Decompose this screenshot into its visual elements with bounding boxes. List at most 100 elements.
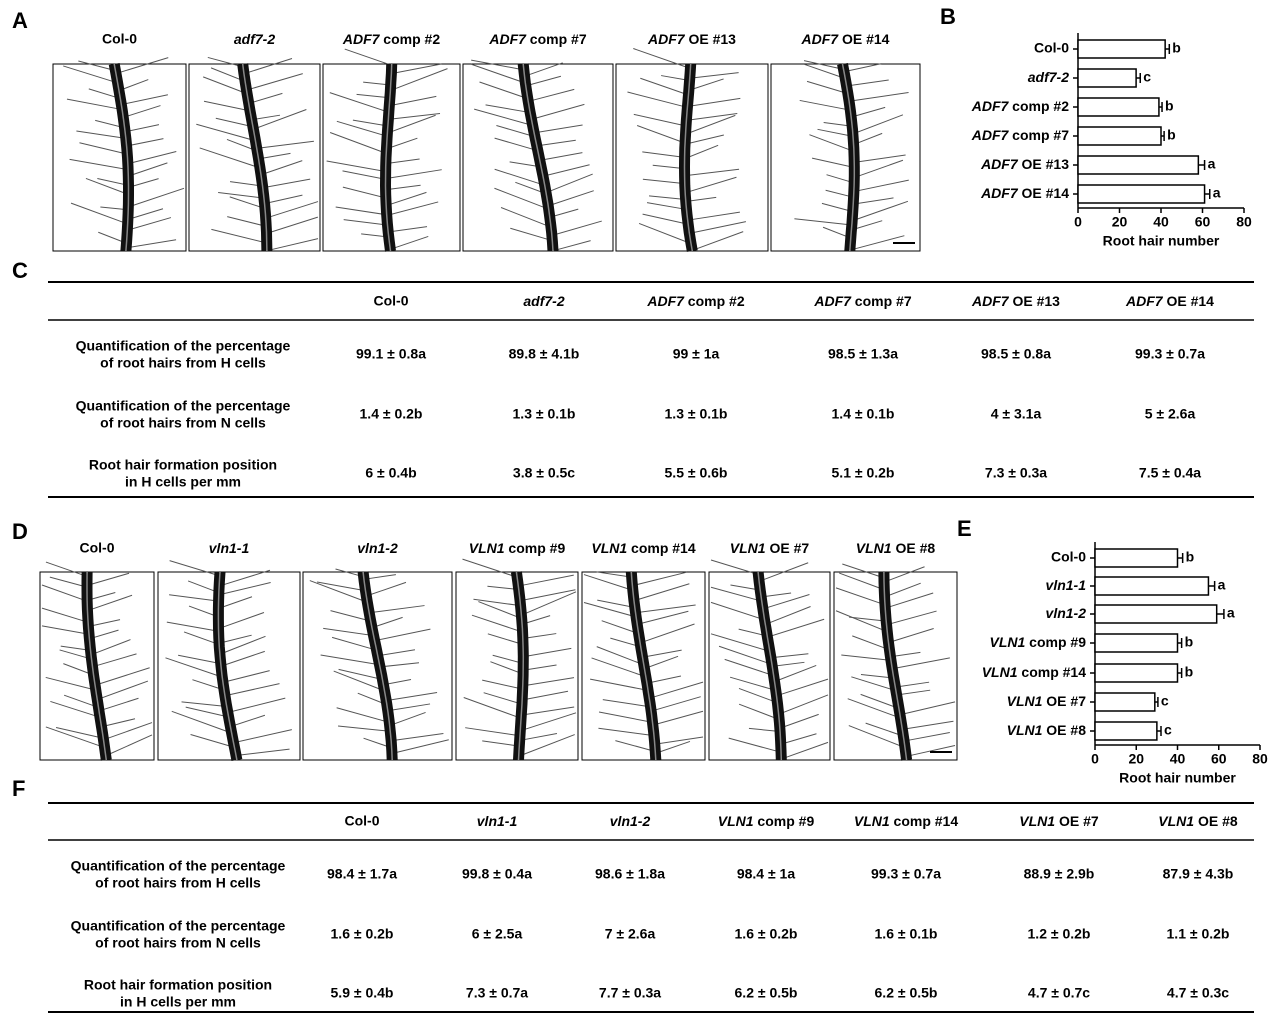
significance-letter: a [1218, 577, 1226, 593]
y-tick-label: Col-0 [1034, 40, 1069, 56]
root-image [303, 569, 452, 760]
row-label: of root hairs from N cells [95, 935, 261, 951]
table-cell: 4 ± 3.1a [991, 406, 1042, 422]
panel-label: B [940, 4, 956, 29]
x-tick-label: 80 [1252, 751, 1268, 767]
root-image [323, 49, 460, 251]
table-cell: 98.6 ± 1.8a [595, 866, 665, 882]
bar [1095, 577, 1208, 595]
error-bar [1198, 160, 1204, 170]
table-cell: 7.3 ± 0.7a [466, 985, 528, 1001]
x-axis-title: Root hair number [1103, 233, 1220, 249]
table-cell: 6.2 ± 0.5b [875, 985, 938, 1001]
error-bar [1205, 189, 1210, 199]
row-label: Quantification of the percentage [71, 858, 286, 874]
table-cell: 5.5 ± 0.6b [665, 465, 728, 481]
table-cell: 6 ± 2.5a [472, 926, 523, 942]
significance-letter: c [1161, 693, 1169, 709]
error-bar [1178, 553, 1183, 563]
panel-label: C [12, 258, 28, 283]
image-caption: adf7-2 [234, 31, 275, 47]
table-cell: 1.4 ± 0.2b [360, 406, 423, 422]
y-tick-label: vln1-2 [1046, 605, 1087, 621]
root-image [40, 562, 154, 760]
table-cell: 89.8 ± 4.1b [509, 346, 580, 362]
table-cell: 99.3 ± 0.7a [871, 866, 941, 882]
panel-label: E [957, 516, 972, 541]
column-header: ADF7 comp #7 [813, 293, 911, 309]
row-label: of root hairs from N cells [100, 415, 266, 431]
table-cell: 1.6 ± 0.2b [331, 926, 394, 942]
y-tick-label: ADF7 comp #2 [971, 98, 1069, 114]
significance-letter: b [1172, 40, 1181, 56]
root-hair [345, 49, 392, 65]
bar [1078, 40, 1165, 58]
row-label: Quantification of the percentage [71, 918, 286, 934]
table-cell: 4.7 ± 0.7c [1028, 985, 1090, 1001]
panel-label: D [12, 519, 28, 544]
error-bar [1217, 609, 1224, 619]
x-axis-title: Root hair number [1119, 770, 1236, 786]
table-cell: 3.8 ± 0.5c [513, 465, 575, 481]
y-tick-label: ADF7 comp #7 [971, 127, 1069, 143]
y-tick-label: adf7-2 [1028, 69, 1069, 85]
image-caption: ADF7 OE #14 [801, 31, 890, 47]
x-tick-label: 80 [1236, 214, 1252, 230]
table-cell: 88.9 ± 2.9b [1024, 866, 1095, 882]
table-cell: 7.5 ± 0.4a [1139, 465, 1201, 481]
significance-letter: c [1164, 722, 1172, 738]
table-cell: 5 ± 2.6a [1145, 406, 1196, 422]
table-cell: 98.4 ± 1a [737, 866, 795, 882]
y-tick-label: VLN1 OE #7 [1007, 693, 1087, 709]
row-label: of root hairs from H cells [95, 875, 261, 891]
x-tick-label: 60 [1195, 214, 1211, 230]
table-cell: 87.9 ± 4.3b [1163, 866, 1234, 882]
y-tick-label: VLN1 comp #9 [990, 634, 1087, 650]
bar [1095, 693, 1155, 711]
x-tick-label: 20 [1112, 214, 1128, 230]
root-image [158, 561, 300, 760]
figure: ABCDEFCol-0adf7-2ADF7 comp #2ADF7 comp #… [0, 0, 1284, 1018]
image-caption: ADF7 OE #13 [647, 31, 736, 47]
bar [1078, 69, 1136, 87]
image-caption: vln1-2 [357, 540, 398, 556]
column-header: adf7-2 [523, 293, 564, 309]
significance-letter: b [1185, 634, 1194, 650]
table-cell: 1.3 ± 0.1b [665, 406, 728, 422]
significance-letter: b [1186, 549, 1195, 565]
image-caption: VLN1 comp #14 [591, 540, 695, 556]
y-tick-label: ADF7 OE #13 [980, 156, 1069, 172]
significance-letter: c [1143, 69, 1151, 85]
image-caption: vln1-1 [209, 540, 250, 556]
bar [1095, 664, 1178, 682]
column-header: vln1-2 [610, 813, 651, 829]
column-header: vln1-1 [477, 813, 518, 829]
root-image [771, 61, 920, 251]
column-header: VLN1 comp #14 [854, 813, 958, 829]
x-tick-label: 0 [1091, 751, 1099, 767]
table-cell: 99 ± 1a [673, 346, 720, 362]
root-image [463, 60, 613, 251]
table-cell: 98.5 ± 0.8a [981, 346, 1051, 362]
x-tick-label: 60 [1211, 751, 1227, 767]
table-cell: 7 ± 2.6a [605, 926, 656, 942]
root-image [582, 572, 705, 760]
table-cell: 99.8 ± 0.4a [462, 866, 532, 882]
image-caption: Col-0 [80, 540, 115, 556]
row-label: Quantification of the percentage [76, 338, 291, 354]
row-label: of root hairs from H cells [100, 355, 266, 371]
table-cell: 1.6 ± 0.2b [735, 926, 798, 942]
bar [1078, 127, 1161, 145]
root-image [189, 57, 320, 251]
x-tick-label: 40 [1170, 751, 1186, 767]
row-label: Root hair formation position [89, 457, 277, 473]
column-header: VLN1 OE #8 [1158, 813, 1238, 829]
column-header: ADF7 OE #14 [1125, 293, 1214, 309]
table-cell: 5.1 ± 0.2b [832, 465, 895, 481]
error-bar [1208, 581, 1214, 591]
x-tick-label: 0 [1074, 214, 1082, 230]
table-cell: 6.2 ± 0.5b [735, 985, 798, 1001]
column-header: ADF7 comp #2 [646, 293, 744, 309]
y-tick-label: Col-0 [1051, 549, 1086, 565]
table-cell: 6 ± 0.4b [365, 465, 416, 481]
